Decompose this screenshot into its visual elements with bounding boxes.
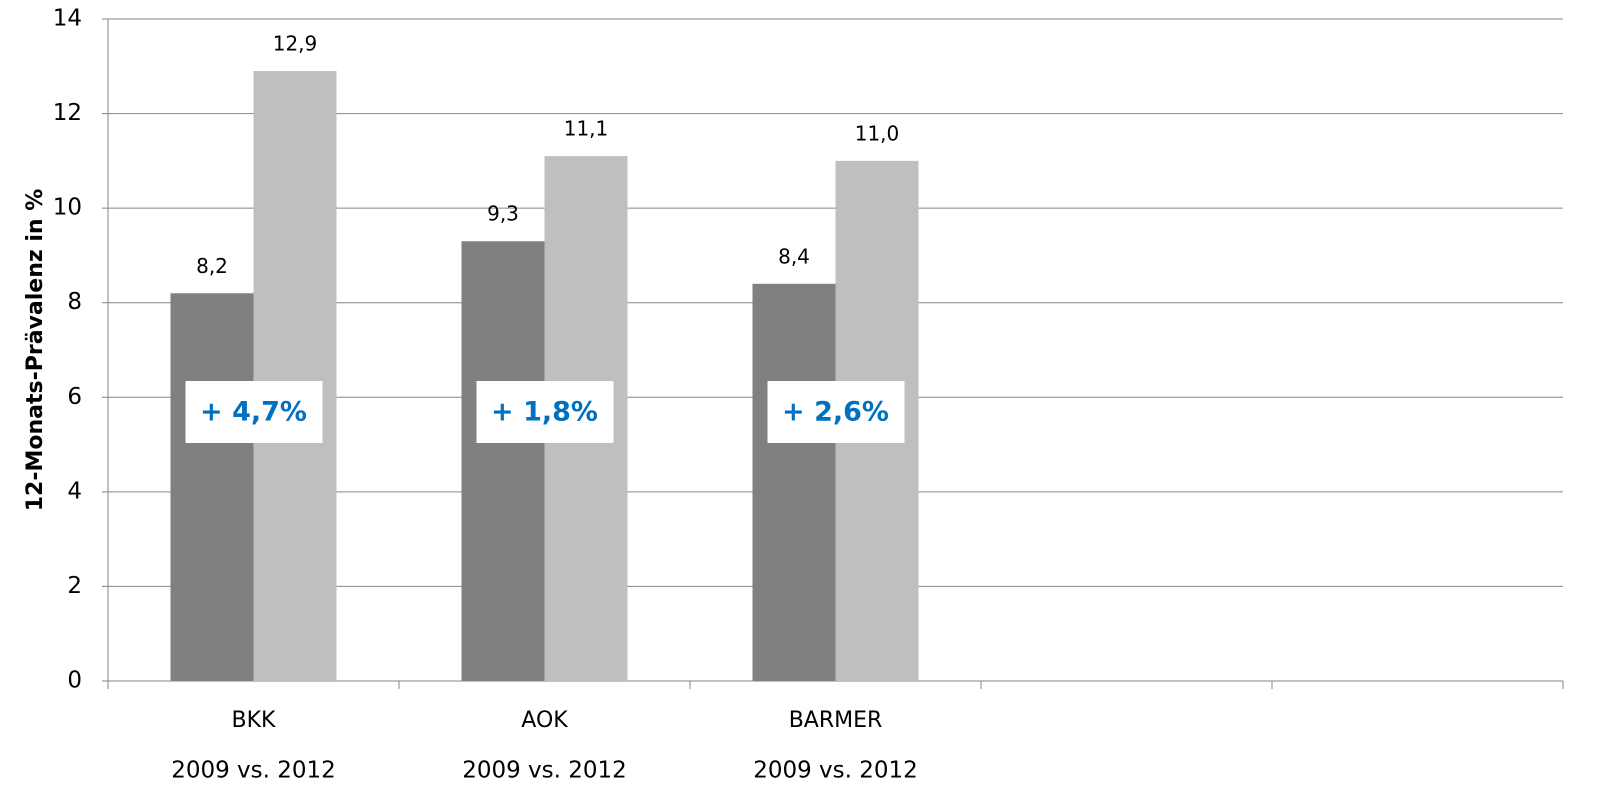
value-label: 8,4 [778, 244, 810, 268]
annotation-box [476, 381, 614, 443]
x-tick-label: AOK [521, 708, 568, 733]
y-tick-label: 2 [67, 573, 82, 599]
y-tick-label: 6 [67, 384, 82, 410]
x-tick-label: BARMER [789, 708, 883, 733]
bar [461, 241, 545, 681]
value-label: 11,0 [855, 121, 900, 145]
x-tick-label: BKK [232, 708, 277, 733]
y-tick-label: 4 [67, 478, 82, 504]
annotation: + 1,8% [491, 397, 598, 428]
value-label: 12,9 [273, 32, 318, 56]
bar [752, 283, 836, 681]
bar [253, 71, 337, 681]
y-tick-label: 8 [67, 289, 82, 315]
x-tick-sublabel: 2009 vs. 2012 [171, 758, 336, 784]
value-label: 11,1 [564, 117, 609, 141]
annotation: + 4,7% [200, 397, 307, 428]
y-axis-label: 12-Monats-Prävalenz in % [23, 189, 48, 512]
x-tick-sublabel: 2009 vs. 2012 [462, 758, 627, 784]
annotation: + 2,6% [782, 397, 889, 428]
x-tick-sublabel: 2009 vs. 2012 [753, 758, 918, 784]
y-tick-label: 10 [53, 195, 82, 221]
bar [170, 293, 254, 681]
y-tick-label: 0 [67, 668, 82, 694]
annotation-box [767, 381, 905, 443]
y-tick-label: 12 [53, 100, 82, 126]
value-label: 8,2 [196, 254, 228, 278]
annotation-box [185, 381, 323, 443]
y-tick-label: 14 [53, 6, 82, 32]
value-label: 9,3 [487, 202, 519, 226]
